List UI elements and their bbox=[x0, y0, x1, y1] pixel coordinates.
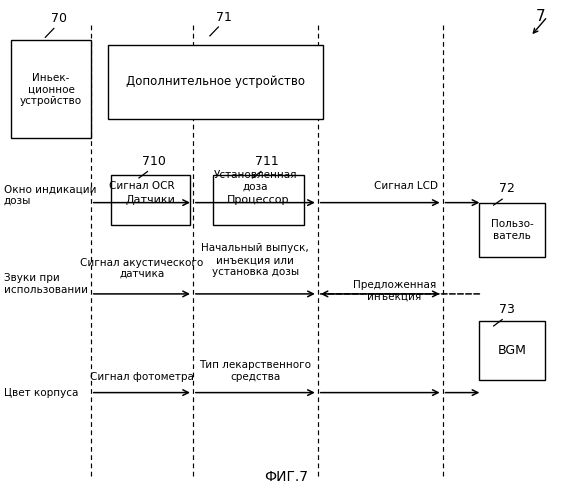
Text: Цвет корпуса: Цвет корпуса bbox=[4, 388, 79, 398]
Text: Иньек-
ционное
устройство: Иньек- ционное устройство bbox=[20, 72, 82, 106]
Text: Тип лекарственного
средства: Тип лекарственного средства bbox=[199, 360, 311, 382]
Text: Датчики: Датчики bbox=[125, 195, 175, 205]
FancyBboxPatch shape bbox=[480, 321, 545, 380]
Text: Пользо-
ватель: Пользо- ватель bbox=[490, 219, 533, 241]
Text: Сигнал LCD: Сигнал LCD bbox=[374, 181, 438, 191]
Text: Предложенная
инъекция: Предложенная инъекция bbox=[353, 280, 436, 301]
Text: BGM: BGM bbox=[497, 344, 527, 357]
Text: 711: 711 bbox=[256, 155, 279, 168]
FancyBboxPatch shape bbox=[111, 176, 190, 225]
FancyBboxPatch shape bbox=[11, 40, 91, 139]
Text: Окно индикации
дозы: Окно индикации дозы bbox=[4, 185, 96, 206]
FancyBboxPatch shape bbox=[480, 203, 545, 257]
Text: Дополнительное устройство: Дополнительное устройство bbox=[126, 75, 305, 88]
Text: 7: 7 bbox=[536, 8, 546, 23]
Text: 73: 73 bbox=[499, 303, 515, 316]
Text: 71: 71 bbox=[215, 10, 231, 23]
Text: ФИГ.7: ФИГ.7 bbox=[265, 470, 308, 484]
Text: Начальный выпуск,
инъекция или
установка дозы: Начальный выпуск, инъекция или установка… bbox=[202, 244, 309, 276]
Text: 72: 72 bbox=[499, 182, 515, 195]
Text: Сигнал OCR: Сигнал OCR bbox=[109, 181, 175, 191]
FancyBboxPatch shape bbox=[213, 176, 304, 225]
Text: 70: 70 bbox=[51, 12, 67, 25]
Text: Сигнал акустического
датчика: Сигнал акустического датчика bbox=[80, 257, 203, 279]
Text: Сигнал фотометра: Сигнал фотометра bbox=[90, 372, 194, 382]
Text: Установленная
доза: Установленная доза bbox=[214, 170, 297, 191]
FancyBboxPatch shape bbox=[108, 45, 323, 119]
Text: 710: 710 bbox=[142, 155, 166, 168]
Text: Процессор: Процессор bbox=[227, 195, 289, 205]
Text: Звуки при
использовании: Звуки при использовании bbox=[4, 273, 88, 295]
